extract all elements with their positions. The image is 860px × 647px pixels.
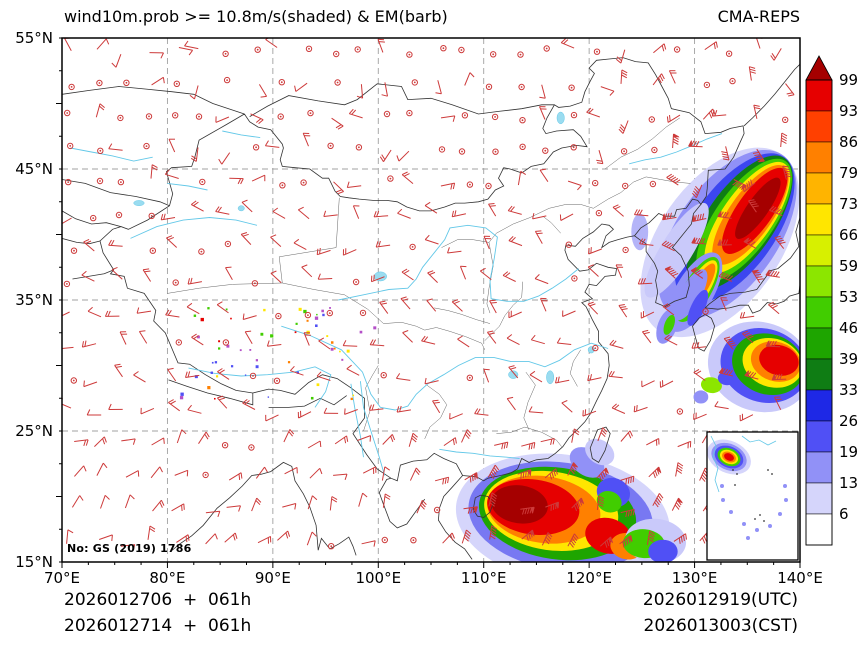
svg-text:110°E: 110°E — [461, 569, 507, 587]
svg-text:6: 6 — [839, 505, 849, 523]
init-time-line1: 2026012706 + 061h — [64, 590, 252, 610]
svg-text:25°N: 25°N — [15, 422, 53, 440]
axis-labels: 70°E 80°E 90°E 100°E 110°E 120°E 130°E 140°E 55°… — [15, 29, 823, 587]
svg-text:90°E: 90°E — [255, 569, 291, 587]
svg-text:46: 46 — [839, 319, 858, 337]
rivers — [70, 130, 723, 476]
map-license-note: No: GS (2019) 1786 — [67, 542, 192, 555]
svg-text:140°E: 140°E — [777, 569, 823, 587]
svg-text:93: 93 — [839, 102, 858, 120]
coastlines-borders — [62, 57, 800, 560]
svg-text:55°N: 55°N — [15, 29, 53, 47]
colorbar-labels: 99 93 86 79 73 66 59 53 46 39 33 26 19 13 6 — [839, 71, 858, 523]
svg-text:26: 26 — [839, 412, 858, 430]
colorbar: 99 93 86 79 73 66 59 53 46 39 33 26 19 13 6 — [805, 55, 858, 546]
svg-text:120°E: 120°E — [566, 569, 612, 587]
terrain-speckles — [179, 307, 377, 401]
svg-text:15°N: 15°N — [15, 553, 53, 571]
model-name-label: CMA-REPS — [717, 7, 800, 26]
svg-text:80°E: 80°E — [149, 569, 185, 587]
svg-text:73: 73 — [839, 195, 858, 213]
svg-text:100°E: 100°E — [355, 569, 401, 587]
valid-time-cst: 2026013003(CST) — [643, 616, 798, 636]
axis-ticks — [56, 37, 801, 568]
svg-text:39: 39 — [839, 350, 858, 368]
svg-text:59: 59 — [839, 257, 858, 275]
svg-text:33: 33 — [839, 381, 858, 399]
valid-time-utc: 2026012919(UTC) — [642, 590, 798, 610]
svg-text:45°N: 45°N — [15, 160, 53, 178]
svg-text:66: 66 — [839, 226, 858, 244]
probability-shading — [455, 147, 800, 562]
svg-text:35°N: 35°N — [15, 291, 53, 309]
init-time-line2: 2026012714 + 061h — [64, 616, 252, 636]
svg-text:13: 13 — [839, 474, 858, 492]
lakes — [133, 111, 595, 385]
south-china-sea-inset — [706, 431, 799, 561]
province-boundaries — [167, 117, 691, 447]
svg-text:130°E: 130°E — [672, 569, 718, 587]
svg-text:53: 53 — [839, 288, 858, 306]
svg-text:79: 79 — [839, 164, 858, 182]
svg-text:19: 19 — [839, 443, 858, 461]
chart-title: wind10m.prob >= 10.8m/s(shaded) & EM(bar… — [64, 7, 448, 26]
svg-text:86: 86 — [839, 133, 858, 151]
svg-text:99: 99 — [839, 71, 858, 89]
svg-text:70°E: 70°E — [44, 569, 80, 587]
